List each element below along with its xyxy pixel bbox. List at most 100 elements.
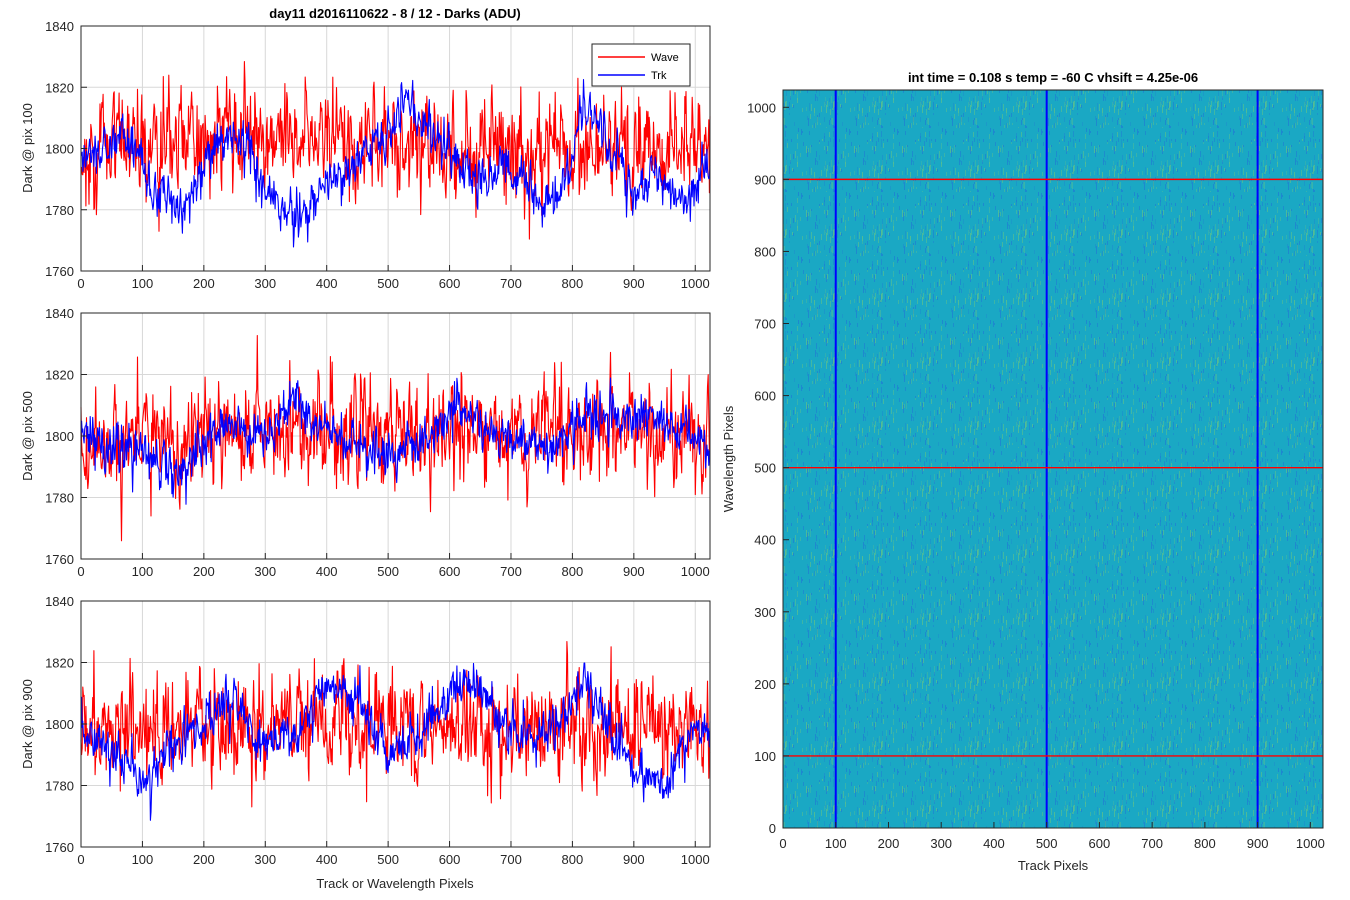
y-tick-label: 1820 — [45, 80, 74, 95]
x-tick-label: 200 — [193, 564, 215, 579]
x-tick-label: 400 — [316, 276, 338, 291]
panel-1-lines — [80, 61, 711, 248]
heatmap-x-tick-label: 100 — [825, 836, 847, 851]
y-tick-label: 1760 — [45, 264, 74, 279]
x-tick-label: 900 — [623, 852, 645, 867]
x-tick-label: 700 — [500, 852, 522, 867]
panel-2-lines — [80, 334, 711, 542]
heatmap-x-tick-label: 900 — [1247, 836, 1269, 851]
x-tick-label: 800 — [562, 564, 584, 579]
x-tick-label: 300 — [254, 852, 276, 867]
line-panel-2: 0 100 200 300 400 500 600 700 800 900 1000 1760 1780… — [20, 306, 711, 579]
panel-1-title: day11 d2016110622 - 8 / 12 - Darks (ADU) — [269, 6, 520, 21]
heatmap-y-tick-label: 1000 — [747, 100, 776, 115]
series-line-trk — [80, 79, 711, 248]
y-tick-label: 1760 — [45, 840, 74, 855]
heatmap-y-tick-label: 400 — [754, 533, 776, 548]
y-tick-label: 1840 — [45, 594, 74, 609]
series-line-wave — [80, 641, 711, 808]
y-tick-label: 1800 — [45, 717, 74, 732]
panel-3-ticks: 0 100 200 300 400 500 600 700 800 900 1000 1760 1780… — [45, 594, 710, 867]
x-tick-label: 800 — [562, 852, 584, 867]
heatmap-x-tick-label: 400 — [983, 836, 1005, 851]
heatmap-x-tick-label: 800 — [1194, 836, 1216, 851]
x-tick-label: 800 — [562, 276, 584, 291]
x-tick-label: 0 — [77, 564, 84, 579]
heatmap-y-tick-label: 300 — [754, 605, 776, 620]
heatmap-ticks: 0 100 200 300 400 500 600 700 800 900 1000 0 100 200 3… — [747, 100, 1325, 851]
x-tick-label: 300 — [254, 564, 276, 579]
x-tick-label: 100 — [132, 852, 154, 867]
x-tick-label: 200 — [193, 852, 215, 867]
x-tick-label: 400 — [316, 852, 338, 867]
panel-3-grid — [81, 601, 710, 847]
heatmap-x-tick-label: 1000 — [1296, 836, 1325, 851]
heatmap-y-tick-label: 0 — [769, 821, 776, 836]
heatmap-x-tick-label: 500 — [1036, 836, 1058, 851]
x-tick-label: 1000 — [681, 852, 710, 867]
legend: Wave Trk — [591, 43, 691, 87]
y-tick-label: 1840 — [45, 19, 74, 34]
x-tick-label: 500 — [377, 276, 399, 291]
heatmap-x-tick-label: 300 — [930, 836, 952, 851]
heatmap-y-tick-label: 900 — [754, 172, 776, 187]
heatmap-texture-fill — [783, 90, 1323, 828]
y-tick-label: 1780 — [45, 779, 74, 794]
x-tick-label: 600 — [439, 564, 461, 579]
y-tick-label: 1760 — [45, 552, 74, 567]
heatmap-ylabel: Wavelength Pixels — [721, 405, 736, 512]
x-tick-label: 500 — [377, 852, 399, 867]
heatmap-y-tick-label: 100 — [754, 749, 776, 764]
heatmap-x-tick-label: 700 — [1141, 836, 1163, 851]
panel-3-xlabel: Track or Wavelength Pixels — [316, 876, 474, 891]
panel-3-ylabel: Dark @ pix 900 — [20, 679, 35, 769]
panel-2-ticks: 0 100 200 300 400 500 600 700 800 900 1000 1760 1780… — [45, 306, 710, 579]
x-tick-label: 100 — [132, 276, 154, 291]
heatmap-x-tick-label: 200 — [878, 836, 900, 851]
y-tick-label: 1780 — [45, 203, 74, 218]
heatmap-panel: 0 100 200 300 400 500 600 700 800 900 1000 0 100 200 3… — [721, 70, 1325, 873]
x-tick-label: 200 — [193, 276, 215, 291]
x-tick-label: 0 — [77, 276, 84, 291]
heatmap-y-tick-label: 600 — [754, 389, 776, 404]
y-tick-label: 1800 — [45, 429, 74, 444]
y-tick-label: 1780 — [45, 491, 74, 506]
heatmap-x-tick-label: 600 — [1089, 836, 1111, 851]
x-tick-label: 700 — [500, 276, 522, 291]
x-tick-label: 600 — [439, 276, 461, 291]
x-tick-label: 700 — [500, 564, 522, 579]
x-tick-label: 1000 — [681, 564, 710, 579]
x-tick-label: 500 — [377, 564, 399, 579]
x-tick-label: 900 — [623, 276, 645, 291]
x-tick-label: 400 — [316, 564, 338, 579]
x-tick-label: 300 — [254, 276, 276, 291]
y-tick-label: 1820 — [45, 656, 74, 671]
heatmap-markers — [783, 90, 1323, 828]
x-tick-label: 900 — [623, 564, 645, 579]
series-line-trk — [80, 377, 711, 505]
series-line-trk — [80, 662, 711, 821]
heatmap-y-tick-label: 700 — [754, 317, 776, 332]
heatmap-title: int time = 0.108 s temp = -60 C vhsift =… — [908, 70, 1198, 85]
series-line-wave — [80, 334, 711, 542]
line-panel-3: 0 100 200 300 400 500 600 700 800 900 1000 1760 1780… — [20, 594, 711, 891]
y-tick-label: 1820 — [45, 368, 74, 383]
y-tick-label: 1840 — [45, 306, 74, 321]
panel-1-ylabel: Dark @ pix 100 — [20, 103, 35, 193]
legend-label-wave: Wave — [651, 52, 679, 64]
x-tick-label: 0 — [77, 852, 84, 867]
heatmap-y-tick-label: 200 — [754, 677, 776, 692]
heatmap-frame — [782, 89, 1324, 829]
heatmap-x-tick-label: 0 — [779, 836, 786, 851]
heatmap-y-tick-label: 500 — [754, 461, 776, 476]
legend-label-trk: Trk — [651, 70, 667, 82]
panel-3-lines — [80, 641, 711, 821]
x-tick-label: 600 — [439, 852, 461, 867]
heatmap-xlabel: Track Pixels — [1018, 858, 1089, 873]
heatmap-y-tick-label: 800 — [754, 244, 776, 259]
y-tick-label: 1800 — [45, 142, 74, 157]
panel-1-ticks: 0 100 200 300 400 500 600 700 800 900 1000 1760 1780… — [45, 19, 710, 291]
x-tick-label: 100 — [132, 564, 154, 579]
line-panel-1: 0 100 200 300 400 500 600 700 800 900 1000 1760 1780… — [20, 6, 711, 291]
